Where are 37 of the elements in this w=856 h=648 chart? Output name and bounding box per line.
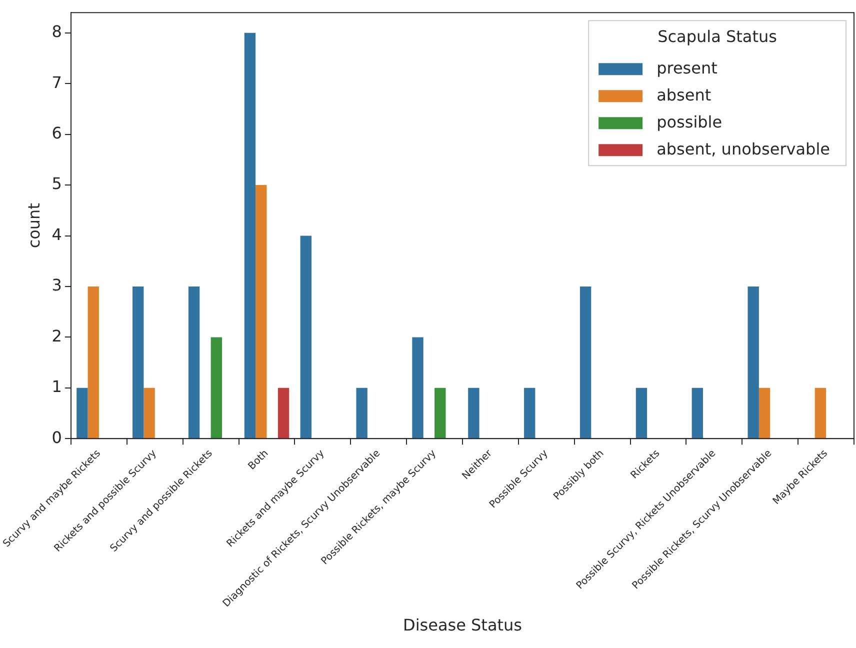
y-tick-label: 0 [52, 428, 62, 447]
bar [132, 286, 144, 438]
legend-label: present [656, 58, 718, 78]
y-tick-label: 6 [52, 123, 62, 142]
bar [434, 388, 446, 438]
bar [758, 388, 770, 438]
bar [88, 286, 99, 438]
y-tick-label: 4 [52, 224, 62, 244]
bar [692, 388, 703, 438]
legend-label: absent, unobservable [656, 139, 830, 158]
bar [636, 388, 648, 438]
bar [210, 337, 222, 438]
legend-label: possible [656, 112, 722, 132]
bar [300, 236, 312, 438]
bar [144, 388, 155, 438]
bar [814, 388, 826, 438]
bar [278, 388, 290, 438]
y-tick-label: 3 [52, 276, 62, 295]
bar [580, 286, 592, 438]
bar [412, 337, 424, 438]
y-tick-label: 5 [52, 174, 62, 194]
bar [748, 286, 759, 438]
bar [76, 388, 88, 438]
y-axis-title: count [24, 203, 44, 248]
bar [356, 388, 368, 438]
bar [256, 185, 267, 438]
bar [244, 32, 256, 438]
bar [524, 388, 536, 438]
x-axis-title: Disease Status [403, 616, 522, 635]
y-tick-label: 7 [52, 72, 62, 92]
y-tick-label: 2 [52, 326, 62, 346]
legend-title: Scapula Status [658, 26, 777, 46]
y-tick-label: 8 [52, 22, 62, 42]
bar [468, 388, 480, 438]
y-tick-label: 1 [52, 377, 62, 396]
bar [188, 286, 200, 438]
legend-label: absent [656, 85, 712, 104]
